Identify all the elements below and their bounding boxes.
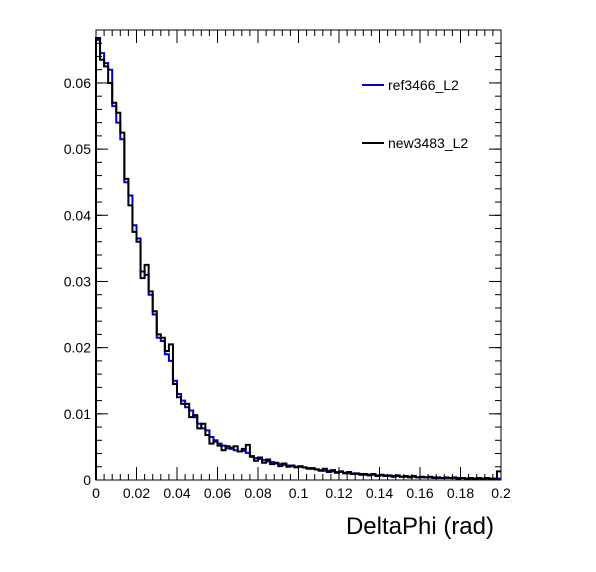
legend-label: ref3466_L2 — [388, 77, 459, 93]
y-tick-label: 0.05 — [64, 141, 91, 157]
x-tick-label: 0.12 — [325, 485, 352, 501]
x-tick-label: 0.06 — [204, 485, 231, 501]
x-axis-title: DeltaPhi (rad) — [346, 513, 494, 540]
y-tick-label: 0.01 — [64, 406, 91, 422]
x-axis: 0 0.02 0.04 0.06 0.08 0.1 0.12 0.14 0.16 0.18 0.2 — [92, 30, 511, 501]
x-tick-label: 0.2 — [491, 485, 511, 501]
y-tick-label: 0.02 — [64, 340, 91, 356]
x-tick-label: 0.02 — [123, 485, 150, 501]
x-tick-label: 0.04 — [163, 485, 190, 501]
x-tick-label: 0.16 — [406, 485, 433, 501]
y-tick-label: 0.06 — [64, 75, 91, 91]
y-axis: 0 0.01 0.02 0.03 0.04 0.05 0.06 — [64, 29, 501, 488]
x-tick-label: 0.18 — [447, 485, 474, 501]
x-tick-label: 0.1 — [289, 485, 309, 501]
x-tick-label: 0.14 — [366, 485, 393, 501]
series-layer — [95, 36, 501, 480]
series-line-ref3466_L2 — [95, 38, 501, 480]
plot-frame — [95, 29, 502, 481]
x-tick-label: 0 — [92, 485, 100, 501]
legend: ref3466_L2 new3483_L2 — [362, 77, 468, 151]
series-line-new3483_L2 — [95, 36, 501, 480]
y-tick-label: 0.03 — [64, 273, 91, 289]
y-tick-label: 0 — [83, 472, 91, 488]
x-tick-label: 0.08 — [244, 485, 271, 501]
y-tick-label: 0.04 — [64, 207, 91, 223]
legend-label: new3483_L2 — [388, 135, 468, 151]
